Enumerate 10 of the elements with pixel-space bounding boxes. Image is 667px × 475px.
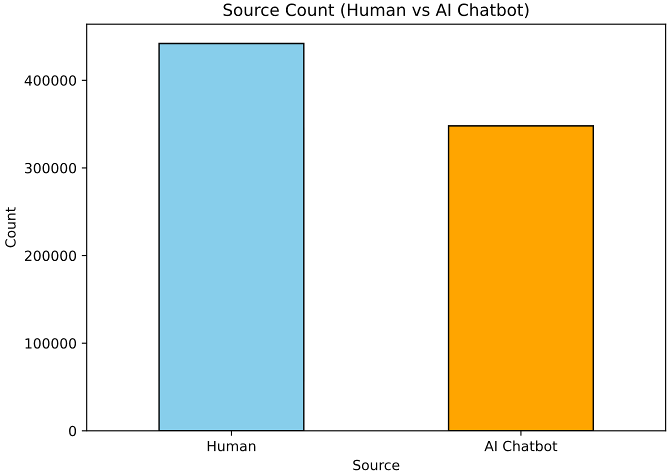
y-tick-label: 100000 — [25, 338, 76, 349]
x-tick-label: AI Chatbot — [484, 440, 558, 452]
x-axis-title: Source — [353, 460, 400, 470]
y-axis-title: Count — [5, 207, 16, 248]
x-tick-label: Human — [208, 440, 256, 452]
y-tick-label: 300000 — [25, 162, 76, 174]
y-tick-label: 0 — [69, 426, 76, 436]
y-tick-label: 200000 — [24, 250, 76, 262]
y-tick-label: 400000 — [24, 75, 76, 86]
chart-title: Source Count (Human vs AI Chatbot) — [224, 3, 528, 18]
